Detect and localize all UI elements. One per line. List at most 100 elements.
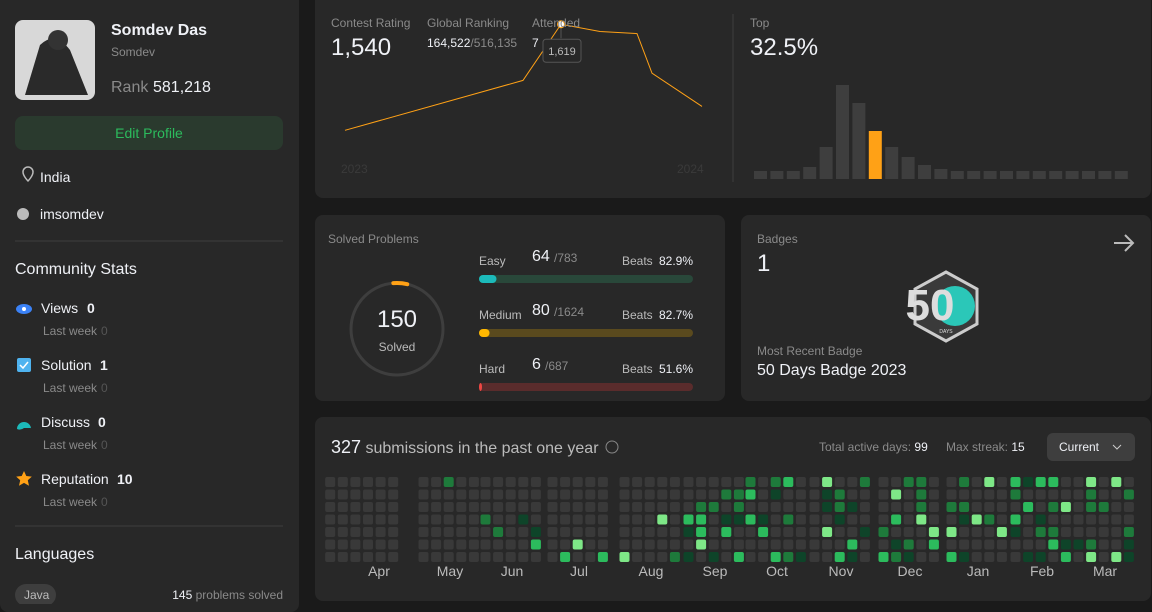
heatmap-cell xyxy=(1086,477,1097,487)
heatmap-cell xyxy=(669,539,680,550)
heatmap-cell xyxy=(946,539,957,550)
heatmap-cell xyxy=(547,477,558,487)
heatmap-cell xyxy=(337,514,348,525)
active-label: Total active days: xyxy=(819,440,912,454)
heatmap-cell xyxy=(443,539,454,550)
heatmap-cell xyxy=(928,527,939,537)
distribution-bar xyxy=(950,171,964,179)
stat-sub-value: 0 xyxy=(101,324,108,338)
heatmap-cell xyxy=(619,552,630,562)
ranking: 164,522/516,135 xyxy=(427,36,517,50)
heatmap-cell xyxy=(770,489,781,500)
stat-value: 10 xyxy=(117,471,133,487)
heatmap-cell xyxy=(350,539,361,550)
heatmap-cell xyxy=(1035,552,1046,562)
distribution-bar xyxy=(786,171,800,179)
heatmap-cell xyxy=(1060,477,1071,487)
discuss-icon xyxy=(17,422,31,430)
heatmap-cell xyxy=(996,552,1007,562)
heatmap-cell xyxy=(350,489,361,500)
stat-sub-value: 0 xyxy=(101,381,108,395)
beats-label: Beats xyxy=(622,254,653,268)
heatmap-cell xyxy=(795,477,806,487)
heatmap-cell xyxy=(1098,539,1109,550)
heatmap-cell xyxy=(971,502,982,512)
stat-sub-label: Last week xyxy=(43,438,98,452)
heatmap-cell xyxy=(547,514,558,525)
dropdown-label[interactable]: Current xyxy=(1059,440,1100,454)
heatmap-cell xyxy=(903,527,914,537)
heatmap-cell xyxy=(1073,502,1084,512)
dropdown[interactable] xyxy=(1047,433,1135,461)
recent-label: Most Recent Badge xyxy=(757,344,863,358)
level-bar xyxy=(479,383,482,391)
heatmap-cell xyxy=(456,477,467,487)
month-label: Jan xyxy=(966,563,990,579)
heatmap-cell xyxy=(996,489,1007,500)
heatmap-cell xyxy=(1060,514,1071,525)
heatmap-cell xyxy=(1023,539,1034,550)
heatmap-cell xyxy=(325,527,336,537)
badges-arrow[interactable] xyxy=(1114,234,1135,252)
heatmap-cell xyxy=(547,552,558,562)
heatmap-cell xyxy=(480,477,491,487)
heatmap-cell xyxy=(632,502,643,512)
heatmap-cell xyxy=(597,514,608,525)
heatmap-cell xyxy=(493,477,504,487)
heatmap-cell xyxy=(456,514,467,525)
heatmap-cell xyxy=(916,539,927,550)
heatmap-cell xyxy=(572,527,583,537)
heatmap-cell xyxy=(946,552,957,562)
heatmap-cell xyxy=(669,514,680,525)
heatmap-cell xyxy=(1048,527,1059,537)
heatmap-cell xyxy=(337,477,348,487)
heatmap-cell xyxy=(1048,514,1059,525)
location-icon xyxy=(22,166,34,183)
heatmap-cell xyxy=(783,489,794,500)
heatmap-cell xyxy=(518,477,529,487)
github: imsomdev xyxy=(40,206,104,222)
heatmap-cell xyxy=(696,477,707,487)
heatmap-cell xyxy=(683,502,694,512)
heatmap-cell xyxy=(903,514,914,525)
heatmap-cell xyxy=(783,527,794,537)
heatmap-cell xyxy=(683,527,694,537)
heatmap-cell xyxy=(916,552,927,562)
github-icon xyxy=(17,208,29,220)
heatmap-cell xyxy=(783,539,794,550)
heatmap-cell xyxy=(1098,514,1109,525)
heatmap-cell xyxy=(418,502,429,512)
heatmap-cell xyxy=(1073,552,1084,562)
heatmap-cell xyxy=(572,477,583,487)
edit-profile-label[interactable]: Edit Profile xyxy=(115,125,183,141)
level-track xyxy=(479,329,693,337)
heatmap-cell xyxy=(996,539,1007,550)
heatmap-cell xyxy=(959,539,970,550)
beats-value: 82.9% xyxy=(658,254,693,268)
edit-profile-button[interactable] xyxy=(15,116,283,150)
distribution-bar xyxy=(819,147,833,179)
heatmap-cell xyxy=(1073,514,1084,525)
rating-peak xyxy=(557,20,565,29)
heatmap-cell xyxy=(669,527,680,537)
heatmap-cell xyxy=(770,527,781,537)
heatmap-cell xyxy=(547,539,558,550)
heatmap-cell xyxy=(1086,502,1097,512)
heatmap-cell xyxy=(1060,539,1071,550)
heatmap-cell xyxy=(783,477,794,487)
heatmap-cell xyxy=(644,527,655,537)
info-icon xyxy=(605,440,619,454)
heatmap-cell xyxy=(572,539,583,550)
submissions-count: 327 xyxy=(331,437,362,457)
heatmap-cell xyxy=(644,514,655,525)
solved-total: 150 xyxy=(376,306,418,333)
stat-sub-value: 0 xyxy=(101,438,108,452)
heatmap-cell xyxy=(783,502,794,512)
heatmap-cell xyxy=(878,527,889,537)
heatmap-cell xyxy=(518,527,529,537)
heatmap-cell xyxy=(530,514,541,525)
heatmap-cell xyxy=(971,552,982,562)
heatmap-cell xyxy=(795,539,806,550)
rank-label: Rank xyxy=(111,79,149,96)
